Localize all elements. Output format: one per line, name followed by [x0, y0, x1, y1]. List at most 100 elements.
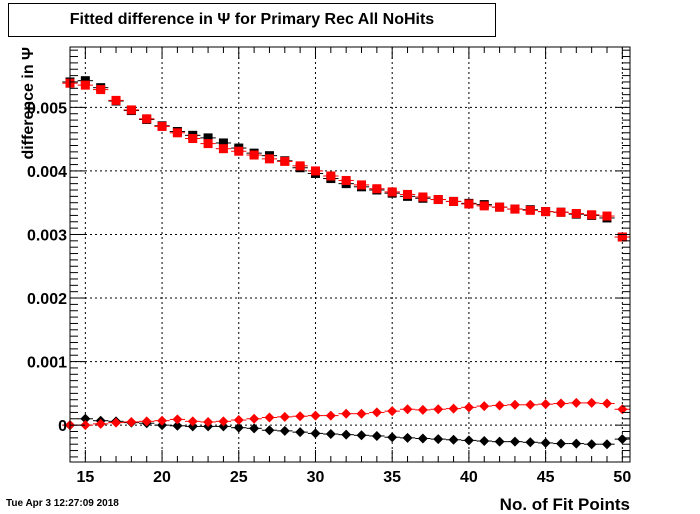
data-point-diamond [310, 428, 321, 439]
data-point-square [587, 210, 597, 220]
data-point-square [218, 138, 228, 148]
data-point-diamond [617, 434, 628, 445]
data-point-diamond [387, 406, 398, 417]
data-point-diamond [172, 414, 183, 425]
y-tick-label: 0.001 [27, 355, 67, 372]
data-point-square [571, 209, 581, 219]
data-point-square [126, 105, 136, 115]
data-point-diamond [249, 423, 260, 434]
data-point-square [280, 156, 290, 166]
data-point-square [449, 196, 459, 206]
data-point-square [203, 133, 213, 143]
data-point-diamond [525, 399, 536, 410]
chart-title: Fitted difference in Ψ for Primary Rec A… [69, 11, 435, 28]
data-point-square [433, 195, 443, 205]
data-point-square [602, 211, 612, 221]
data-point-square [418, 192, 428, 202]
data-point-diamond [295, 411, 306, 422]
data-point-diamond [356, 408, 367, 419]
data-point-diamond [264, 412, 275, 423]
data-point-diamond [417, 433, 428, 444]
data-point-diamond [95, 418, 106, 429]
data-point-diamond [494, 400, 505, 411]
data-point-diamond [80, 413, 91, 424]
data-point-square [264, 154, 274, 164]
x-tick-label: 25 [230, 469, 248, 486]
data-point-square [372, 184, 382, 194]
y-tick-label: 0.002 [27, 291, 67, 308]
data-point-square [96, 85, 106, 95]
data-point-square [249, 150, 259, 160]
x-tick-label: 30 [307, 469, 325, 486]
y-tick-label: 0 [58, 418, 67, 435]
data-point-square [295, 161, 305, 171]
data-point-diamond [371, 430, 382, 441]
data-point-diamond [310, 410, 321, 421]
data-point-diamond [172, 420, 183, 431]
data-point-square [310, 166, 320, 176]
data-point-square [403, 189, 413, 199]
data-point-diamond [448, 403, 459, 414]
data-point-diamond [157, 415, 168, 426]
data-point-diamond [402, 432, 413, 443]
data-point-square [326, 171, 336, 181]
data-point-square [510, 204, 520, 214]
data-point-square [556, 207, 566, 217]
data-point-diamond [371, 407, 382, 418]
y-axis-title: difference in Ψ [20, 47, 37, 160]
chart-title-box: Fitted difference in Ψ for Primary Rec A… [8, 3, 496, 37]
data-point-diamond [601, 439, 612, 450]
data-point-diamond [586, 439, 597, 450]
grid [70, 47, 630, 462]
data-point-diamond [540, 399, 551, 410]
data-point-diamond [387, 432, 398, 443]
data-point-square [234, 146, 244, 156]
data-point-diamond [463, 435, 474, 446]
data-point-diamond [417, 404, 428, 415]
data-point-diamond [586, 397, 597, 408]
data-point-diamond [463, 402, 474, 413]
x-tick-label: 35 [383, 469, 401, 486]
data-point-diamond [571, 438, 582, 449]
data-point-diamond [601, 398, 612, 409]
data-point-square [617, 232, 627, 242]
data-point-square [218, 144, 228, 154]
data-point-diamond [233, 422, 244, 433]
y-tick-label: 0.005 [27, 100, 67, 117]
data-point-diamond [479, 436, 490, 447]
data-point-diamond [341, 429, 352, 440]
data-point-diamond [80, 420, 91, 431]
plot-frame [69, 46, 631, 463]
data-point-square [172, 128, 182, 138]
data-point-square [479, 201, 489, 211]
axis-labels: 15 20 25 30 35 40 45 50 0 0.001 0.002 0.003 0.004 0.0… [20, 47, 631, 514]
data-point-diamond [218, 416, 229, 427]
data-point-diamond [218, 421, 229, 432]
data-point-diamond [525, 437, 536, 448]
data-point-diamond [494, 436, 505, 447]
data-point-diamond [509, 436, 520, 447]
data-point-square [541, 207, 551, 217]
data-point-square [111, 95, 121, 105]
timestamp: Tue Apr 3 12:27:09 2018 [6, 498, 119, 509]
data-point-diamond [356, 430, 367, 441]
data-point-square [188, 134, 198, 144]
x-axis-title: No. of Fit Points [500, 495, 630, 514]
data-point-diamond [187, 421, 198, 432]
data-point-diamond [571, 397, 582, 408]
data-point-square [495, 202, 505, 212]
data-point-diamond [187, 416, 198, 427]
data-point-diamond [325, 410, 336, 421]
data-point-diamond [111, 417, 122, 428]
data-point-diamond [433, 404, 444, 415]
data-point-diamond [325, 429, 336, 440]
data-point-square [387, 187, 397, 197]
x-tick-label: 20 [153, 469, 171, 486]
x-tick-label: 15 [76, 469, 94, 486]
data-point-diamond [509, 399, 520, 410]
data-point-diamond [126, 416, 137, 427]
data-point-diamond [141, 416, 152, 427]
x-tick-label: 50 [613, 469, 631, 486]
x-tick-label: 40 [460, 469, 478, 486]
data-point-diamond [279, 411, 290, 422]
